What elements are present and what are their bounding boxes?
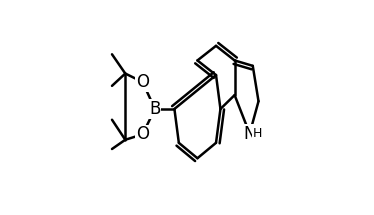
Text: N: N [243, 125, 256, 143]
Text: B: B [149, 100, 160, 118]
Text: O: O [136, 73, 149, 91]
Text: H: H [252, 127, 262, 140]
Text: O: O [136, 125, 149, 143]
